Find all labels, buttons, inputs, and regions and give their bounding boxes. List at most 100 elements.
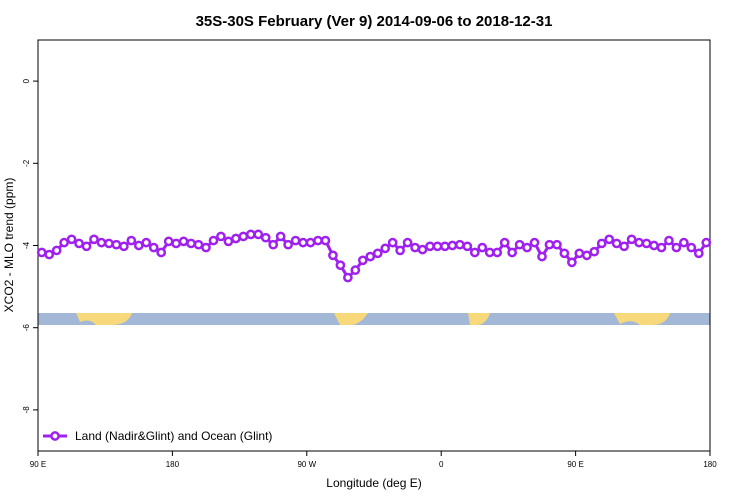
data-point <box>298 237 308 248</box>
data-point <box>417 244 428 255</box>
data-point <box>171 238 181 249</box>
data-point <box>492 247 503 258</box>
legend-label: Land (Nadir&Glint) and Ocean (Glint) <box>75 429 272 443</box>
data-point <box>462 241 473 252</box>
legend-marker <box>50 431 60 441</box>
data-point <box>245 229 256 240</box>
data-point <box>186 238 196 249</box>
data-point <box>51 245 62 256</box>
data-point <box>402 237 413 248</box>
data-point <box>611 238 622 249</box>
data-point <box>238 231 249 242</box>
data-point <box>290 235 301 246</box>
chart-title: 35S-30S February (Ver 9) 2014-09-06 to 2… <box>196 13 553 30</box>
x-tick-label: 90 W <box>297 460 316 469</box>
data-point <box>313 235 323 246</box>
data-point <box>701 237 712 248</box>
data-point <box>693 248 704 259</box>
data-point <box>163 236 174 247</box>
data-point <box>686 242 697 253</box>
data-point <box>156 247 167 258</box>
data-point <box>365 251 376 262</box>
data-point <box>581 250 592 261</box>
data-point <box>664 235 674 246</box>
data-point <box>96 237 107 248</box>
data-point <box>328 250 338 261</box>
data-point <box>619 241 629 252</box>
data-point <box>231 233 241 244</box>
land-ocean-band <box>38 313 710 325</box>
y-tick-label: -2 <box>22 159 31 167</box>
data-point <box>544 239 555 250</box>
data-point <box>320 235 331 246</box>
data-point <box>193 239 204 250</box>
data-point <box>59 237 69 248</box>
data-point <box>387 237 398 248</box>
x-tick-label: 0 <box>439 460 444 469</box>
data-point <box>201 242 211 253</box>
data-point <box>447 240 458 251</box>
data-point <box>89 234 99 245</box>
data-point <box>589 246 600 257</box>
data-point <box>66 234 77 245</box>
data-point <box>596 238 607 249</box>
data-point <box>74 238 84 249</box>
data-point <box>223 236 234 247</box>
data-point <box>529 237 540 248</box>
data-point <box>216 231 226 242</box>
y-tick-label: 0 <box>22 78 31 83</box>
y-tick-label: -6 <box>22 324 31 332</box>
data-point <box>111 239 122 250</box>
data-point <box>514 239 525 250</box>
data-point <box>208 235 219 246</box>
data-point <box>507 247 517 258</box>
data-point <box>499 237 510 248</box>
data-point <box>604 234 615 245</box>
data-point <box>484 247 495 258</box>
data-point <box>574 248 585 259</box>
x-axis-label: Longitude (deg E) <box>326 476 421 490</box>
y-tick-label: -4 <box>22 241 31 249</box>
data-point <box>432 241 443 252</box>
data-point <box>634 237 644 248</box>
x-tick-label: 180 <box>166 460 180 469</box>
data-point <box>253 229 264 240</box>
y-axis-label: XCO2 - MLO trend (ppm) <box>2 178 16 313</box>
data-point <box>395 245 405 256</box>
data-point <box>81 241 92 252</box>
data-point <box>567 257 577 268</box>
x-tick-label: 180 <box>703 460 717 469</box>
data-point <box>119 241 129 252</box>
data-point <box>537 251 547 262</box>
data-point <box>260 232 271 243</box>
data-point <box>425 241 435 252</box>
data-point <box>350 265 361 276</box>
data-point <box>148 242 159 253</box>
x-tick-label: 90 E <box>30 460 46 469</box>
data-point <box>679 237 689 248</box>
data-point <box>380 243 391 254</box>
data-point <box>469 247 480 258</box>
data-point <box>36 247 47 258</box>
data-point <box>133 240 144 251</box>
data-point <box>283 239 293 250</box>
y-tick-label: -8 <box>22 406 31 414</box>
data-point <box>522 242 532 253</box>
data-point <box>626 234 637 245</box>
data-point <box>455 239 465 250</box>
data-point <box>104 238 114 249</box>
data-point <box>552 239 562 250</box>
data-point <box>141 237 152 248</box>
x-tick-label: 90 E <box>567 460 583 469</box>
data-point <box>178 236 189 247</box>
data-point <box>343 272 353 283</box>
data-point <box>410 242 420 253</box>
data-point <box>335 260 346 271</box>
data-point <box>44 249 55 260</box>
data-point <box>275 231 286 242</box>
data-point <box>649 240 659 251</box>
data-point <box>559 248 570 259</box>
data-point <box>305 237 316 248</box>
